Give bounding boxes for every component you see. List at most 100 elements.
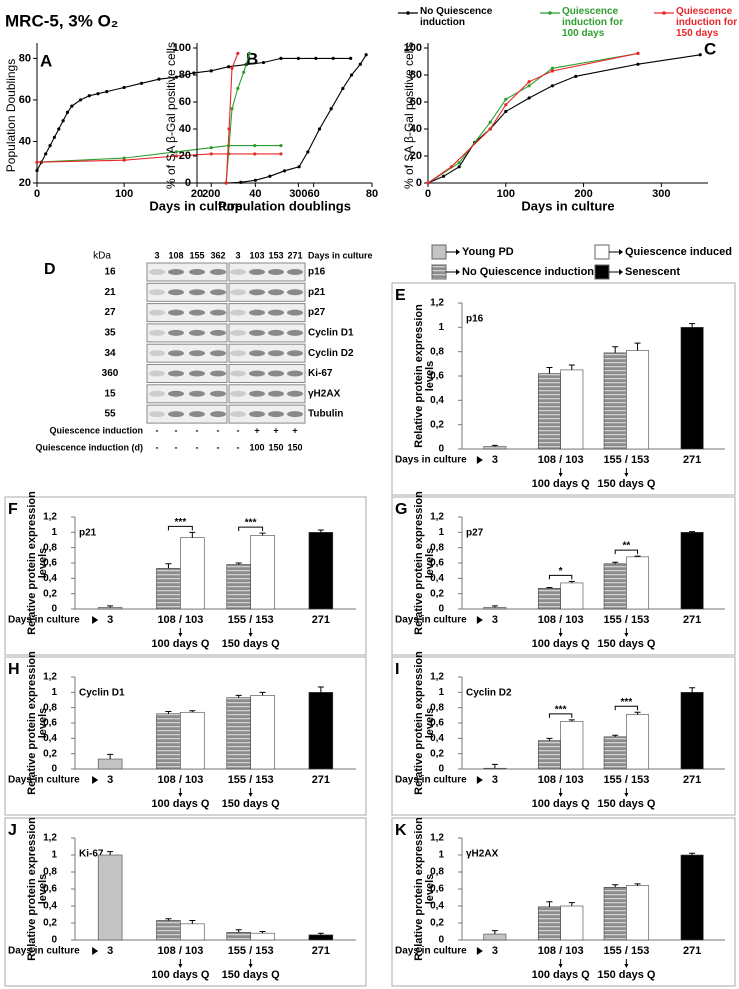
- y-tick-label: 0,8: [430, 542, 444, 553]
- error-bar: [634, 342, 641, 351]
- panel-letter: K: [395, 822, 407, 839]
- data-point: [44, 152, 48, 156]
- panel-frame: [4, 817, 367, 987]
- series-line: [225, 53, 239, 184]
- legend-swatch: [594, 264, 610, 280]
- legend-label: No Quiescence induction: [462, 266, 594, 278]
- legend-swatch: [594, 244, 610, 260]
- y-tick-label: 0,8: [430, 867, 444, 878]
- significance-label: ***: [175, 517, 187, 528]
- data-point: [87, 94, 91, 98]
- blot-band: [287, 269, 303, 275]
- kda-value: 34: [104, 348, 116, 359]
- significance-label: ***: [621, 697, 633, 708]
- data-point: [230, 107, 234, 111]
- blot-band: [249, 289, 265, 296]
- note-arrowhead: [624, 473, 629, 477]
- bar: [603, 736, 627, 770]
- blot-band: [230, 309, 246, 316]
- protein-label: p16: [466, 314, 484, 325]
- note-arrowhead: [624, 633, 629, 637]
- error-bar: [689, 687, 696, 693]
- blot-box: [228, 404, 306, 424]
- x-tick-label: 271: [312, 774, 330, 786]
- bar: [226, 697, 251, 770]
- x-tick-label: 40: [249, 188, 261, 200]
- x-tick-label: 108 / 103: [538, 614, 584, 626]
- blot-band: [210, 350, 226, 357]
- bar: [226, 564, 251, 610]
- error-bar: [107, 851, 114, 855]
- data-point: [261, 60, 266, 65]
- error-bar: [165, 563, 172, 569]
- blot-band: [287, 390, 303, 397]
- y-tick-label: 1,2: [43, 672, 57, 683]
- data-point: [306, 150, 310, 154]
- blot-band: [210, 370, 226, 377]
- blot-band: [189, 309, 205, 316]
- blot-band: [287, 289, 303, 296]
- legend-marker: [662, 11, 666, 15]
- data-point: [550, 66, 555, 70]
- x-tick-label: 100: [497, 188, 515, 200]
- panel-letter: E: [395, 287, 406, 304]
- lanes-label: Days in culture: [308, 250, 373, 260]
- error-bar: [317, 932, 324, 935]
- note-label: 100 days Q: [151, 638, 210, 650]
- y-tick-label: 1: [51, 527, 57, 538]
- y-tick-label: 0,8: [43, 702, 57, 713]
- y-tick-label: 0: [438, 764, 444, 775]
- data-point: [449, 165, 453, 169]
- data-point: [157, 77, 161, 81]
- y-tick-label: 1,2: [430, 298, 444, 309]
- data-point: [349, 73, 354, 77]
- x-tick-label: 108 / 103: [157, 614, 203, 626]
- data-point: [242, 70, 246, 74]
- data-point: [636, 51, 640, 56]
- quiescence-value: 100: [249, 442, 264, 452]
- bar: [250, 695, 275, 770]
- blot-band: [189, 350, 205, 357]
- blot-box: [228, 262, 306, 282]
- bar: [626, 350, 650, 450]
- blot-band: [287, 370, 303, 377]
- data-point: [527, 80, 531, 84]
- x-tick-label: 271: [683, 774, 701, 786]
- blot-band: [149, 350, 165, 357]
- data-point: [253, 178, 257, 182]
- bar: [156, 920, 181, 941]
- error-bar: [546, 587, 553, 589]
- x-tick-label: 3: [492, 454, 498, 466]
- note-label: 100 days Q: [151, 798, 210, 810]
- y-tick-label: 1: [438, 687, 444, 698]
- x-label-arrow: [476, 947, 483, 955]
- error-bar: [546, 901, 553, 907]
- lane-label: 103: [249, 250, 264, 260]
- quiescence-value: -: [237, 425, 240, 435]
- data-point: [488, 120, 492, 124]
- x-axis-label: Days in culture: [395, 455, 467, 466]
- data-point: [122, 85, 126, 90]
- protein-label: Ki-67: [79, 849, 104, 860]
- blot-band: [149, 269, 165, 275]
- y-tick-label: 20: [410, 150, 422, 162]
- data-point: [78, 98, 83, 102]
- data-point: [297, 165, 301, 169]
- y-tick-label: 0,4: [430, 901, 444, 912]
- y-tick-label: 0,8: [43, 542, 57, 553]
- y-tick-label: 0,6: [430, 718, 444, 729]
- error-bar: [568, 364, 575, 370]
- note-arrowhead: [248, 793, 253, 797]
- blot-box: [228, 282, 306, 302]
- bar: [626, 556, 650, 610]
- y-tick-label: 0: [438, 444, 444, 455]
- data-point: [209, 146, 213, 150]
- blot-band: [287, 329, 303, 336]
- blot-band: [189, 411, 205, 418]
- x-tick-label: 108 / 103: [538, 774, 584, 786]
- x-tick-label: 108 / 103: [157, 945, 203, 957]
- error-bar: [634, 711, 641, 715]
- y-tick-label: 100: [404, 42, 422, 54]
- error-bar: [235, 562, 242, 565]
